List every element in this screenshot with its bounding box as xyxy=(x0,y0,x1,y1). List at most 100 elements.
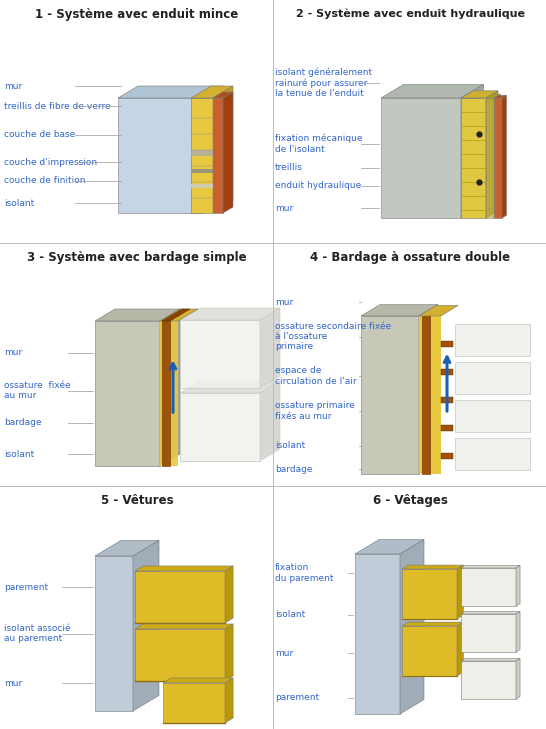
Polygon shape xyxy=(461,612,520,614)
Bar xyxy=(455,324,530,356)
Polygon shape xyxy=(486,98,494,218)
Polygon shape xyxy=(135,571,225,623)
Text: parement: parement xyxy=(275,693,319,703)
Polygon shape xyxy=(402,565,464,569)
Text: couche d'impression: couche d'impression xyxy=(4,158,97,167)
Polygon shape xyxy=(225,566,233,623)
Text: fixation
du parement: fixation du parement xyxy=(275,564,334,583)
Text: isolant: isolant xyxy=(4,450,34,459)
Polygon shape xyxy=(162,309,190,321)
Bar xyxy=(191,184,213,187)
Text: isolant: isolant xyxy=(275,441,305,450)
Polygon shape xyxy=(191,86,233,98)
Text: ossature primaire
fixés au mur: ossature primaire fixés au mur xyxy=(275,401,355,421)
Polygon shape xyxy=(402,622,464,626)
Text: 5 - Vêtures: 5 - Vêtures xyxy=(100,494,173,507)
Text: 4 - Bardage à ossature double: 4 - Bardage à ossature double xyxy=(310,251,510,264)
Text: isolant associé
au parement: isolant associé au parement xyxy=(4,624,70,643)
Bar xyxy=(441,397,453,403)
Text: parement: parement xyxy=(4,582,48,591)
Text: ossature  fixée
au mur: ossature fixée au mur xyxy=(4,381,71,400)
Polygon shape xyxy=(260,381,280,461)
Text: enduit hydraulique: enduit hydraulique xyxy=(275,181,361,190)
Polygon shape xyxy=(494,95,507,98)
Polygon shape xyxy=(95,540,159,556)
Polygon shape xyxy=(95,556,133,711)
Polygon shape xyxy=(160,309,180,466)
Text: treillis: treillis xyxy=(275,163,303,172)
Bar xyxy=(455,362,530,394)
Polygon shape xyxy=(419,305,458,316)
Polygon shape xyxy=(516,658,520,699)
Polygon shape xyxy=(180,308,280,320)
Text: mur: mur xyxy=(275,203,293,212)
Bar xyxy=(162,321,170,466)
Polygon shape xyxy=(461,661,516,699)
Polygon shape xyxy=(213,86,233,213)
Polygon shape xyxy=(461,614,516,652)
Polygon shape xyxy=(461,568,516,606)
Polygon shape xyxy=(213,98,223,213)
Polygon shape xyxy=(494,98,502,218)
Polygon shape xyxy=(516,566,520,606)
Polygon shape xyxy=(461,658,520,661)
Polygon shape xyxy=(402,626,457,676)
Polygon shape xyxy=(191,98,213,213)
Text: isolant généralement
rainuré pour assurer
la tenue de l'enduit: isolant généralement rainuré pour assure… xyxy=(275,68,372,98)
Text: 2 - Système avec enduit hydraulique: 2 - Système avec enduit hydraulique xyxy=(295,8,525,18)
Bar xyxy=(180,393,260,461)
Polygon shape xyxy=(457,622,464,676)
Text: 3 - Système avec bardage simple: 3 - Système avec bardage simple xyxy=(27,251,247,264)
Polygon shape xyxy=(461,566,520,568)
Text: couche de base: couche de base xyxy=(4,130,75,139)
Text: isolant: isolant xyxy=(4,198,34,208)
Polygon shape xyxy=(486,94,501,98)
Polygon shape xyxy=(402,569,457,619)
Polygon shape xyxy=(355,539,424,554)
Polygon shape xyxy=(361,305,438,316)
Polygon shape xyxy=(135,629,225,681)
Text: treillis de fibre de verre: treillis de fibre de verre xyxy=(4,101,111,111)
Polygon shape xyxy=(419,305,438,474)
Polygon shape xyxy=(160,309,198,321)
Bar xyxy=(422,316,430,474)
Bar xyxy=(441,369,453,375)
Bar xyxy=(441,425,453,431)
Polygon shape xyxy=(355,554,400,714)
Polygon shape xyxy=(400,539,424,714)
Text: couche de finition: couche de finition xyxy=(4,176,86,185)
Polygon shape xyxy=(213,92,233,98)
Text: bardage: bardage xyxy=(275,464,312,474)
Polygon shape xyxy=(381,98,461,218)
Polygon shape xyxy=(225,678,233,723)
Polygon shape xyxy=(494,94,501,218)
Bar xyxy=(160,321,178,466)
Polygon shape xyxy=(457,565,464,619)
Bar xyxy=(419,316,441,474)
Polygon shape xyxy=(118,86,223,98)
Text: mur: mur xyxy=(275,297,293,306)
Polygon shape xyxy=(461,85,484,218)
Bar xyxy=(191,168,213,173)
Text: mur: mur xyxy=(4,348,22,357)
Bar xyxy=(455,438,530,470)
Text: mur: mur xyxy=(4,679,22,687)
Polygon shape xyxy=(225,624,233,681)
Polygon shape xyxy=(133,540,159,711)
Bar xyxy=(455,400,530,432)
Text: 6 - Vêtages: 6 - Vêtages xyxy=(372,494,447,507)
Text: mur: mur xyxy=(4,82,22,90)
Polygon shape xyxy=(95,309,180,321)
Polygon shape xyxy=(180,381,280,393)
Polygon shape xyxy=(223,92,233,213)
Text: bardage: bardage xyxy=(4,418,41,427)
Text: espace de
circulation de l'air: espace de circulation de l'air xyxy=(275,367,357,386)
Polygon shape xyxy=(361,316,419,474)
Text: ossature secondaire fixée
à l'ossature
primaire: ossature secondaire fixée à l'ossature p… xyxy=(275,321,391,351)
Polygon shape xyxy=(260,308,280,388)
Polygon shape xyxy=(118,98,203,213)
Polygon shape xyxy=(163,683,225,723)
Polygon shape xyxy=(461,91,498,98)
Polygon shape xyxy=(135,566,233,571)
Bar xyxy=(441,453,453,459)
